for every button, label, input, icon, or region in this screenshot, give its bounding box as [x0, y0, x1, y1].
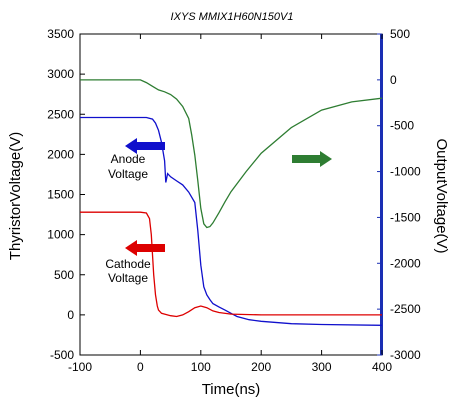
right-tick-label: -2500	[390, 302, 421, 316]
left-tick-label: 1000	[47, 228, 74, 242]
left-tick-label: -500	[50, 348, 74, 362]
x-tick-label: 0	[137, 360, 144, 374]
x-tick-label: 400	[372, 360, 392, 374]
left-tick-label: 0	[67, 308, 74, 322]
left-tick-label: 2000	[47, 147, 74, 161]
chart-title: IXYS MMIX1H60N150V1	[171, 11, 294, 23]
annotation-arrow-left	[125, 240, 165, 256]
series-line-anode-voltage	[80, 116, 383, 326]
plot-frame	[79, 33, 383, 356]
left-axis-label: ThyristorVoltage(V)	[7, 132, 24, 260]
right-tick-label: -3000	[390, 348, 421, 362]
x-axis-label: Time(ns)	[202, 381, 261, 398]
annotation-label-line: Cathode	[105, 257, 151, 271]
left-tick-label: 500	[54, 268, 74, 282]
right-tick-label: 0	[390, 73, 397, 87]
x-axis-ticks: -100 0 100 200 300 400	[68, 34, 392, 374]
left-tick-label: 2500	[47, 107, 74, 121]
series-line-cathode-voltage	[80, 211, 382, 318]
annotation-arrow-left	[125, 138, 165, 154]
annotation-label-line: Voltage	[108, 167, 148, 181]
x-tick-label: 300	[312, 360, 332, 374]
left-tick-label: 1500	[47, 188, 74, 202]
right-tick-label: -1000	[390, 165, 421, 179]
right-tick-label: -2000	[390, 256, 421, 270]
left-tick-label: 3500	[47, 27, 74, 41]
right-tick-label: 500	[390, 27, 410, 41]
right-axis-ticks: 500 0 -500 -1000 -1500 -2000 -2500 -3000	[377, 27, 421, 362]
left-axis-ticks: -500 0 500 1000 1500 2000 2500 3000 3500	[47, 27, 85, 362]
series-line-output-voltage	[80, 79, 383, 229]
right-axis-label: OutputVoltage(V)	[433, 138, 450, 253]
left-tick-label: 3000	[47, 67, 74, 81]
series-layer	[80, 79, 383, 326]
annotation-arrow-right	[292, 151, 332, 167]
annotation-label-line: Voltage	[108, 271, 148, 285]
x-tick-label: 200	[251, 360, 271, 374]
right-axis-frame	[380, 34, 383, 355]
x-tick-label: 100	[191, 360, 211, 374]
right-tick-label: -500	[390, 119, 414, 133]
annotation-label-line: Anode	[111, 152, 146, 166]
x-tick-label: -100	[68, 360, 92, 374]
right-tick-label: -1500	[390, 210, 421, 224]
